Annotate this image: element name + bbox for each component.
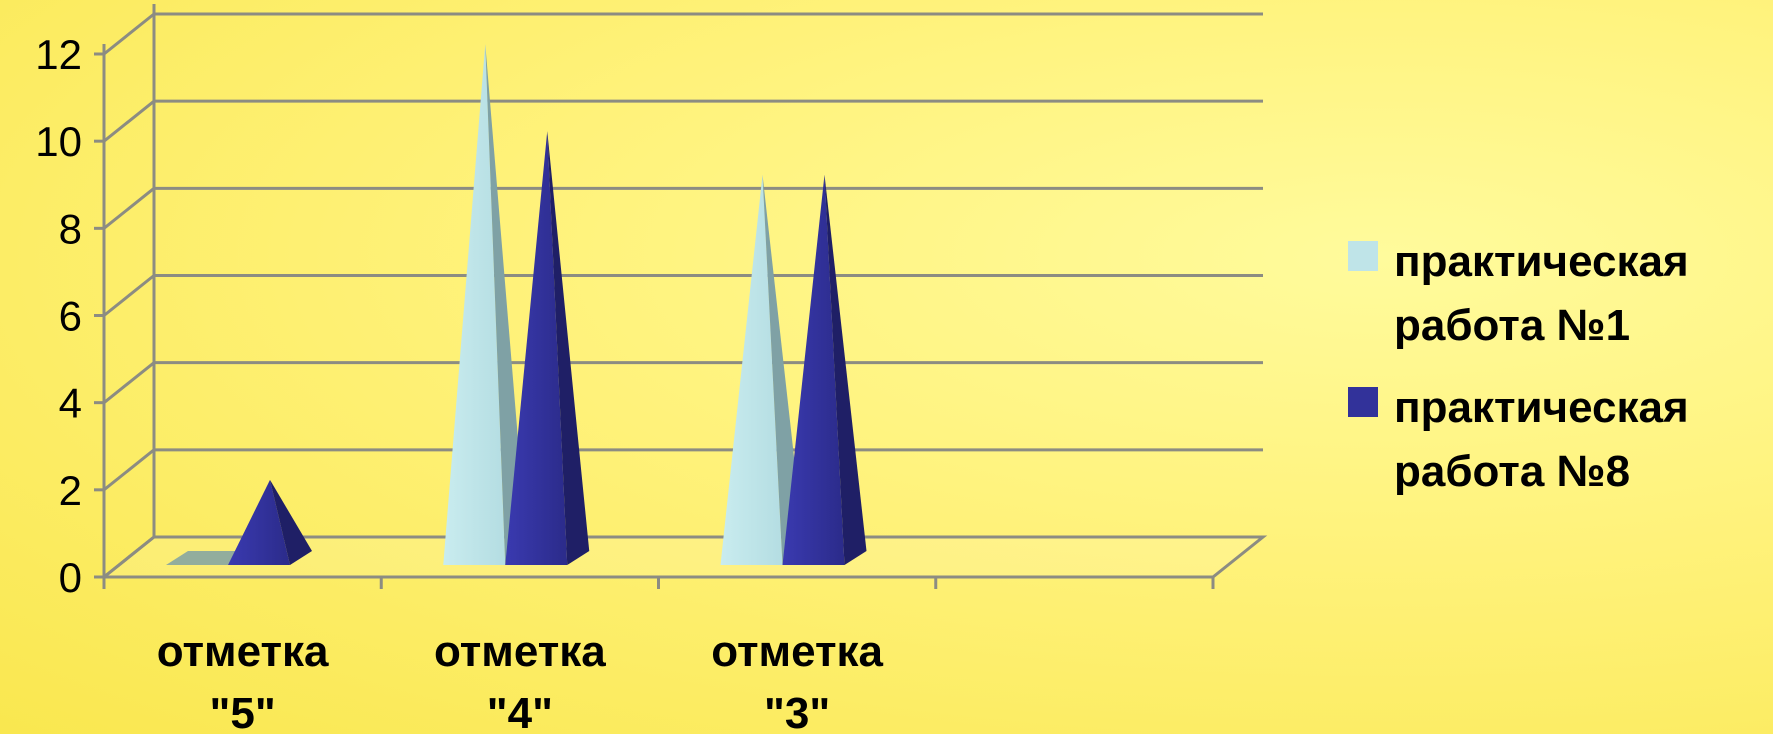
- gridline-diagonal: [103, 187, 155, 230]
- gridline-diagonal: [103, 361, 155, 404]
- legend-label-series-2: практическая работа №8: [1394, 383, 1689, 496]
- bar-front-face: [720, 174, 783, 565]
- gridline-diagonal: [103, 99, 155, 143]
- x-category-label: отметка "3": [711, 627, 883, 734]
- bar-side-face: [485, 44, 528, 565]
- y-tick-label: 12: [35, 31, 82, 78]
- chart-bars: [166, 44, 867, 565]
- x-category-label: отметка "5": [157, 627, 329, 734]
- bar-2-3: [782, 174, 867, 565]
- y-tick-label: 2: [59, 467, 82, 514]
- gridline-diagonal: [103, 12, 155, 56]
- chart-axes: [94, 4, 1268, 589]
- legend-item-series-1: практическая работа №1: [1348, 230, 1773, 358]
- legend-item-series-2: практическая работа №8: [1348, 376, 1773, 504]
- bar-1-2: [443, 44, 528, 565]
- bar-front-face: [228, 479, 290, 565]
- bar-2-2: [505, 131, 590, 565]
- y-tick-label: 6: [59, 293, 82, 340]
- legend: практическая работа №1 практическая рабо…: [1348, 230, 1773, 522]
- gridline-diagonal: [103, 448, 155, 492]
- gridline-diagonal: [103, 535, 155, 579]
- x-category-label: отметка "4": [434, 627, 606, 734]
- bar-side-face: [270, 479, 312, 565]
- bar-side-face: [824, 174, 867, 565]
- gridline-diagonal: [103, 274, 155, 317]
- bar-side-face: [547, 131, 590, 565]
- y-tick-label: 10: [35, 118, 82, 165]
- bar-1-1: [166, 551, 250, 565]
- chart-labels: 0 2 4 6 8 10 12 отметка "5" отметка "4" отметка "3": [35, 31, 883, 734]
- y-tick-label: 0: [59, 554, 82, 601]
- bar-front-face: [782, 174, 845, 565]
- bar-front-face: [505, 131, 568, 565]
- y-tick-label: 4: [59, 380, 82, 427]
- bar-2-1: [228, 479, 312, 565]
- bar-base: [166, 551, 250, 565]
- legend-swatch-series-2: [1348, 387, 1378, 417]
- legend-label-series-1: практическая работа №1: [1394, 237, 1689, 350]
- legend-swatch-series-1: [1348, 241, 1378, 271]
- y-tick-label: 8: [59, 205, 82, 252]
- bar-front-face: [443, 44, 506, 565]
